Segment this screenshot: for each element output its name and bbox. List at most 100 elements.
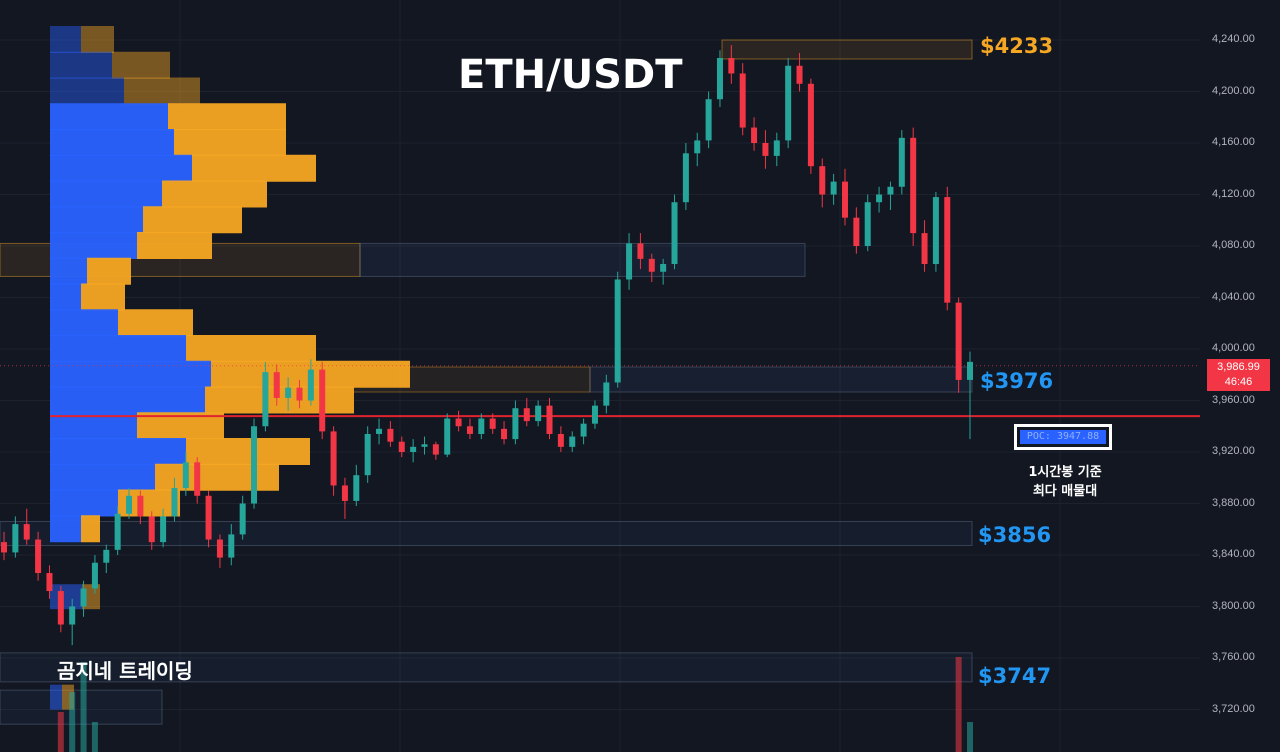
candle-up [353, 475, 360, 501]
candle-up [932, 197, 939, 265]
candle-up [682, 153, 689, 203]
volume-bar [967, 722, 973, 752]
candle-down [205, 495, 212, 540]
candle-up [716, 58, 723, 100]
candle-down [955, 302, 962, 380]
level-label-3747: $3747 [978, 664, 1052, 688]
candle-up [785, 65, 792, 141]
candle-up [182, 462, 189, 489]
volume-bar [955, 657, 962, 752]
price-tick-label: 3,720.00 [1212, 702, 1255, 715]
current-price-badge: 3,986.99 46:46 [1207, 359, 1270, 391]
price-tick-label: 3,880.00 [1212, 496, 1255, 509]
candle-up [285, 387, 292, 398]
price-tick-label: 4,240.00 [1212, 33, 1255, 45]
candle-down [910, 137, 917, 234]
candle-down [728, 58, 735, 74]
price-tick-label: 4,040.00 [1212, 290, 1255, 303]
annotation-line-2: 최다 매물대 [1032, 484, 1098, 499]
candle-up [967, 361, 973, 380]
candle-up [512, 408, 519, 440]
candle-up [671, 202, 678, 265]
volume-profile-sell [137, 232, 212, 259]
price-tick-label: 4,200.00 [1212, 84, 1255, 97]
volume-profile-buy [50, 463, 155, 491]
price-tick-label: 4,120.00 [1212, 187, 1255, 200]
candle-down [841, 181, 848, 218]
candle-up [114, 513, 121, 550]
watermark-text: 곰지네 트레이딩 [57, 659, 193, 683]
volume-profile-buy [50, 103, 168, 131]
candle-down [57, 591, 64, 625]
volume-profile-sell [143, 206, 242, 234]
candle-down [853, 217, 860, 246]
volume-profile-buy [50, 257, 87, 285]
candle-up [91, 562, 98, 589]
candle-up [421, 444, 428, 447]
candle-down [751, 127, 758, 143]
level-label-3856: $3856 [978, 523, 1052, 547]
volume-profile-sell [155, 463, 279, 491]
candle-up [171, 488, 178, 517]
candle-up [580, 423, 587, 437]
candle-down [637, 243, 644, 259]
candle-down [273, 372, 280, 398]
candle-down [739, 73, 746, 128]
candle-down [387, 428, 394, 442]
candle-down [546, 405, 553, 434]
candle-up [160, 516, 167, 543]
candle-up [626, 243, 633, 280]
price-tick-label: 3,840.00 [1212, 548, 1255, 560]
candle-up [478, 418, 485, 434]
zone-box-3856 [0, 521, 973, 547]
candle-countdown: 46:46 [1224, 376, 1253, 388]
volume-profile-buy [50, 154, 192, 182]
volume-profile-buy [50, 515, 81, 543]
candle-up [591, 405, 598, 424]
candle-up [898, 137, 905, 187]
volume-profile-sell [87, 257, 131, 285]
price-tick-label: 3,920.00 [1212, 445, 1255, 457]
volume-profile-sell [174, 129, 286, 156]
poc-label: POC: 3947.88 [1020, 430, 1106, 444]
poc-box: POC: 3947.88 [1014, 424, 1112, 450]
volume-profile-buy [50, 684, 62, 710]
volume-profile-buy [50, 360, 211, 388]
poc-annotation: 1시간봉 기준 최다 매물대 [1010, 463, 1120, 501]
price-tick-label: 4,160.00 [1212, 136, 1255, 148]
volume-profile-buy [50, 438, 186, 465]
volume-profile-buy [50, 489, 118, 517]
zone-box-blue [359, 242, 806, 277]
candle-up [126, 495, 133, 514]
candle-down [944, 197, 951, 303]
volume-profile-sell [81, 515, 100, 543]
candle-down [819, 166, 826, 195]
volume-bar [91, 722, 98, 752]
candle-up [376, 428, 383, 434]
volume-bar [69, 692, 76, 752]
volume-profile-buy [50, 180, 162, 208]
candle-down [35, 539, 42, 574]
candle-down [319, 369, 326, 432]
candle-up [614, 279, 621, 383]
candle-up [887, 186, 894, 195]
candle-up [830, 181, 837, 195]
candle-up [773, 140, 780, 156]
zone-box-3747 [0, 652, 973, 683]
candle-down [762, 143, 769, 156]
price-tick-label: 3,800.00 [1212, 599, 1255, 612]
candle-up [603, 382, 610, 406]
candle-down [921, 233, 928, 265]
candle-up [103, 549, 110, 563]
price-tick-label: 4,080.00 [1212, 239, 1255, 251]
candle-down [148, 516, 155, 543]
candle-down [807, 83, 814, 167]
candle-up [569, 436, 576, 447]
volume-profile-buy [50, 584, 82, 610]
candle-up [307, 369, 314, 401]
candle-down [1, 542, 7, 553]
zone-box-3976 [589, 366, 973, 393]
candle-up [864, 202, 871, 246]
level-label-4233: $4233 [980, 34, 1054, 58]
